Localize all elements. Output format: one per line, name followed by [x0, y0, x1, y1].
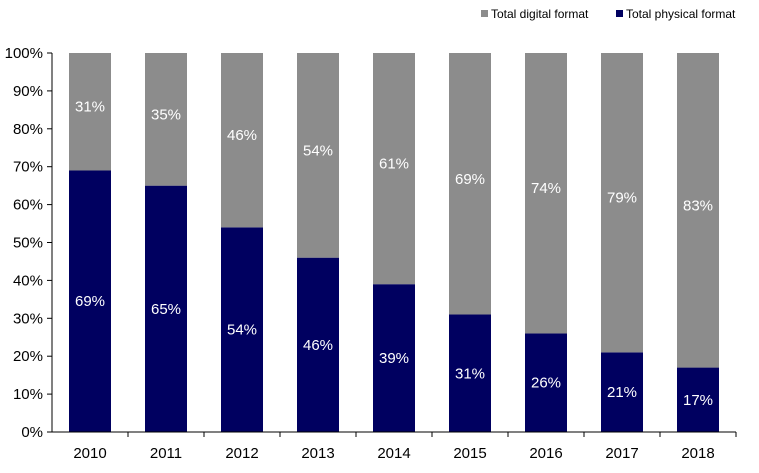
- y-tick-label: 100%: [5, 45, 43, 62]
- y-axis: 0% 10% 20% 30% 40% 50% 60% 70% 80% 90% 100%: [5, 45, 53, 441]
- y-tick-label: 80%: [13, 121, 43, 138]
- data-label-physical-2011: 65%: [151, 301, 181, 318]
- data-label-physical-2010: 69%: [75, 293, 105, 310]
- bar-physical-2016: [525, 333, 567, 432]
- data-label-digital-2016: 74%: [531, 180, 561, 197]
- legend-label-digital: Total digital format: [491, 7, 589, 21]
- x-tick-label: 2014: [377, 445, 410, 462]
- data-label-physical-2013: 46%: [303, 337, 333, 354]
- y-tick-label: 90%: [13, 83, 43, 100]
- bar-digital-2013: [297, 53, 339, 258]
- data-label-physical-2012: 54%: [227, 322, 257, 339]
- x-tick-label: 2013: [301, 445, 334, 462]
- data-label-digital-2010: 31%: [75, 99, 105, 116]
- legend: Total digital format Total physical forma…: [481, 7, 736, 21]
- data-label-digital-2013: 54%: [303, 142, 333, 159]
- legend-swatch-physical: [616, 10, 623, 17]
- x-tick-label: 2015: [453, 445, 486, 462]
- data-label-physical-2018: 17%: [683, 392, 713, 409]
- bar-digital-2014: [373, 53, 415, 285]
- bar-digital-2010: [69, 53, 111, 171]
- data-label-physical-2015: 31%: [455, 365, 485, 382]
- bar-digital-2018: [677, 53, 719, 368]
- bar-digital-2016: [525, 53, 567, 334]
- y-tick-label: 10%: [13, 386, 43, 403]
- x-tick-label: 2018: [681, 445, 714, 462]
- y-tick-label: 20%: [13, 348, 43, 365]
- bar-physical-2014: [373, 284, 415, 432]
- x-tick-label: 2012: [225, 445, 258, 462]
- x-axis: 2010 2011 2012 2013 2014 2015 2016 2017 2018: [52, 431, 737, 462]
- x-tick-label: 2016: [529, 445, 562, 462]
- data-label-physical-2017: 21%: [607, 384, 637, 401]
- y-tick-label: 60%: [13, 197, 43, 214]
- x-tick-label: 2011: [150, 445, 182, 462]
- data-label-physical-2016: 26%: [531, 375, 561, 392]
- data-label-digital-2018: 83%: [683, 197, 713, 214]
- y-tick-label: 30%: [13, 310, 43, 327]
- y-tick-label: 0%: [21, 424, 43, 441]
- legend-swatch-digital: [481, 10, 488, 17]
- data-label-digital-2017: 79%: [607, 190, 637, 207]
- bar-digital-2012: [221, 53, 263, 228]
- bar-physical-2011: [145, 185, 187, 432]
- data-label-physical-2014: 39%: [379, 350, 409, 367]
- y-tick-label: 70%: [13, 159, 43, 176]
- bar-physical-2015: [449, 314, 491, 432]
- bar-physical-2010: [69, 170, 111, 433]
- data-label-digital-2011: 35%: [151, 106, 181, 123]
- bars: 69% 31% 65% 35% 54% 46% 46% 54% 39% 61% 31% 69% 26% 7…: [69, 53, 719, 433]
- bar-digital-2017: [601, 53, 643, 353]
- data-label-digital-2015: 69%: [455, 171, 485, 188]
- bar-physical-2012: [221, 227, 263, 432]
- data-label-digital-2012: 46%: [227, 127, 257, 144]
- bar-physical-2013: [297, 257, 339, 432]
- bar-digital-2011: [145, 53, 187, 186]
- bar-physical-2017: [601, 352, 643, 432]
- x-tick-label: 2017: [605, 445, 638, 462]
- bar-physical-2018: [677, 367, 719, 432]
- x-tick-label: 2010: [73, 445, 106, 462]
- y-tick-label: 50%: [13, 235, 43, 252]
- data-label-digital-2014: 61%: [379, 156, 409, 173]
- legend-label-physical: Total physical format: [626, 7, 736, 21]
- y-tick-label: 40%: [13, 272, 43, 289]
- bar-digital-2015: [449, 53, 491, 315]
